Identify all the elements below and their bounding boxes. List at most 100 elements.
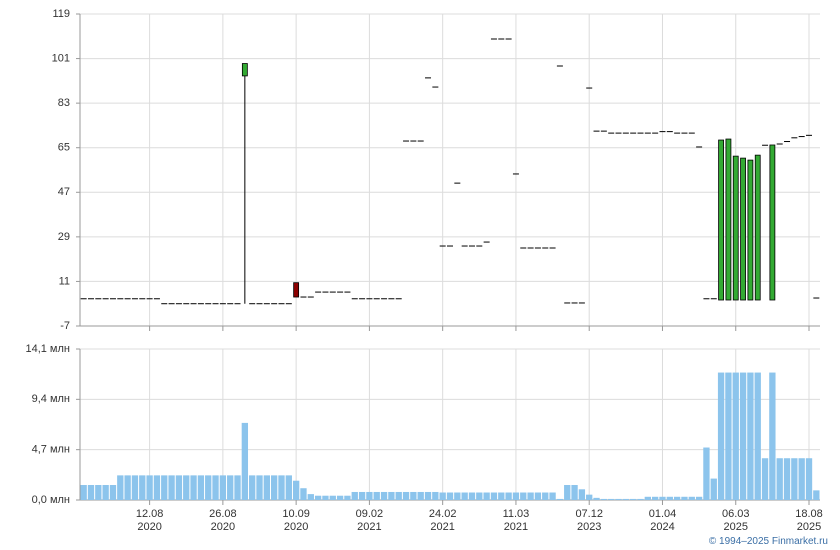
y-tick-label: 101 <box>52 52 70 64</box>
volume-bar <box>336 495 344 500</box>
x-tick-label: 2025 <box>724 521 748 533</box>
volume-bar <box>190 475 197 500</box>
volume-bar <box>483 492 490 500</box>
x-tick-label: 01.04 <box>649 508 677 520</box>
volume-bar <box>102 485 109 500</box>
volume-bar <box>717 372 725 500</box>
candle-body <box>718 139 724 301</box>
volume-bar <box>439 492 446 500</box>
volume-bar <box>783 458 791 500</box>
x-tick-label: 09.02 <box>356 508 384 520</box>
volume-bar <box>468 492 476 500</box>
candle-body <box>747 159 754 301</box>
volume-bar <box>292 480 300 500</box>
volume-bar <box>630 498 637 500</box>
volume-bar <box>673 496 681 500</box>
y-tick-label: 14,1 млн <box>25 343 70 355</box>
y-tick-label: 119 <box>52 8 70 20</box>
volume-bar <box>542 492 549 500</box>
volume-bar <box>666 496 673 500</box>
volume-bar <box>168 475 175 500</box>
volume-bar <box>608 498 615 500</box>
y-tick-label: -7 <box>60 320 70 332</box>
volume-bar <box>476 492 483 500</box>
volume-bar <box>322 495 329 500</box>
x-tick-label: 2024 <box>650 521 674 533</box>
volume-bar <box>241 422 249 500</box>
volume-bar <box>527 492 534 500</box>
volume-bar <box>505 492 512 500</box>
x-tick-label: 12.08 <box>136 508 164 520</box>
volume-bar <box>615 498 622 500</box>
volume-bar <box>739 372 747 500</box>
volume-bar <box>80 485 87 500</box>
volume-bar <box>747 372 754 500</box>
y-tick-label: 0,0 млн <box>32 494 70 506</box>
x-tick-label: 07.12 <box>575 508 603 520</box>
volume-bar <box>117 475 124 500</box>
volume-bar <box>688 496 695 500</box>
volume-bar <box>578 489 586 500</box>
volume-bar <box>197 475 205 500</box>
x-tick-label: 24.02 <box>429 508 457 520</box>
y-tick-label: 47 <box>58 186 70 198</box>
x-tick-label: 18.08 <box>795 508 823 520</box>
volume-bar <box>270 475 278 500</box>
volume-bar <box>512 492 520 500</box>
volume-bar <box>139 475 146 500</box>
volume-bar <box>358 491 366 500</box>
volume-bar <box>87 485 95 500</box>
volume-bar <box>234 475 241 500</box>
volume-bar <box>395 491 402 500</box>
volume-bar <box>534 492 542 500</box>
x-tick-label: 2025 <box>797 521 821 533</box>
y-tick-label: 11 <box>59 275 70 287</box>
volume-bar <box>622 498 630 500</box>
volume-bar <box>710 478 717 500</box>
volume-bar <box>490 492 498 500</box>
candle-body <box>769 144 776 301</box>
volume-bar <box>432 491 439 500</box>
volume-bar <box>285 475 292 500</box>
volume-bar <box>153 475 161 500</box>
volume-bar <box>278 475 285 500</box>
volume-bar <box>249 475 256 500</box>
volume-bar <box>124 475 131 500</box>
candle-body <box>732 155 739 301</box>
volume-bar <box>593 497 600 500</box>
volume-bar <box>329 495 336 500</box>
volume-bar <box>703 447 710 500</box>
x-tick-label: 2020 <box>211 521 235 533</box>
volume-bar <box>454 492 461 500</box>
volume-bar <box>131 475 139 500</box>
volume-bar <box>600 498 608 500</box>
volume-bar <box>183 475 190 500</box>
volume-bar <box>791 458 798 500</box>
volume-bar <box>109 485 117 500</box>
volume-bar <box>446 492 454 500</box>
volume-bar <box>798 458 805 500</box>
volume-bar <box>366 491 373 500</box>
volume-bar <box>461 492 468 500</box>
x-tick-label: 2021 <box>430 521 454 533</box>
volume-bar <box>146 475 153 500</box>
volume-bar <box>659 496 666 500</box>
volume-bar <box>769 372 776 500</box>
volume-bar <box>344 495 351 500</box>
volume-bar <box>307 494 314 500</box>
volume-bar <box>813 490 820 500</box>
x-tick-label: 2021 <box>357 521 381 533</box>
volume-bar <box>695 496 703 500</box>
x-tick-label: 10.09 <box>282 508 310 520</box>
candle-body <box>293 282 300 298</box>
volume-bar <box>498 492 505 500</box>
y-tick-label: 9,4 млн <box>32 393 70 405</box>
volume-bar <box>402 491 410 500</box>
candle-body <box>754 154 761 301</box>
x-tick-label: 11.03 <box>503 508 530 520</box>
volume-bar <box>754 372 761 500</box>
volume-bar <box>161 475 168 500</box>
volume-bar <box>651 496 659 500</box>
